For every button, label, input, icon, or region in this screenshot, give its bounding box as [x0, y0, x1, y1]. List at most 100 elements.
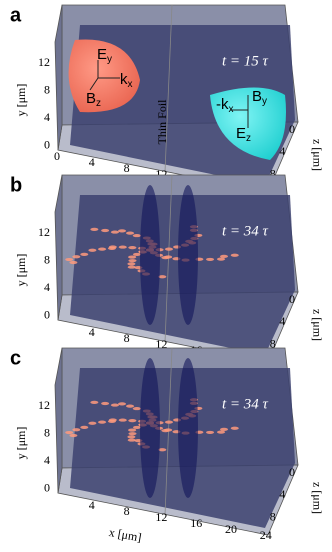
foil-label: Thin Foil [155, 99, 169, 145]
z-tick-label: 0 [289, 122, 295, 136]
electron-cluster [126, 404, 135, 408]
electron-cluster [161, 429, 170, 433]
y-tick-label: 0 [44, 480, 50, 494]
x-tick-label: 4 [89, 325, 95, 339]
y-tick-label: 12 [38, 55, 50, 69]
field-sub: x [128, 79, 133, 90]
electron-cluster [206, 430, 215, 435]
foil-field [178, 185, 198, 325]
electron-cluster [72, 428, 81, 432]
electron-cluster [128, 259, 137, 263]
electron-cluster [128, 432, 137, 436]
electron-cluster [88, 248, 97, 252]
box-side [54, 4, 63, 151]
pulse-left [68, 39, 140, 113]
electron-cluster [161, 256, 170, 260]
electron-cluster [69, 260, 78, 265]
z-tick-label: 0 [289, 292, 295, 306]
electron-cluster [158, 448, 167, 452]
y-tick-label: 0 [44, 307, 50, 321]
electron-cluster [217, 257, 226, 261]
z-tick-label: 8 [270, 510, 276, 524]
time-label: t = 15 τ [222, 53, 269, 69]
electron-cluster [220, 254, 229, 259]
z-tick-label: 8 [270, 167, 276, 181]
time-label: t = 34 τ [222, 223, 269, 239]
time-label: t = 34 τ [222, 396, 269, 412]
electron-cluster [164, 420, 173, 424]
foil-field [178, 358, 198, 498]
electron-cluster [127, 262, 136, 266]
field-sub: x [229, 104, 234, 115]
y-tick-label: 4 [44, 110, 50, 124]
electron-cluster [128, 419, 137, 423]
electron-cluster [164, 247, 173, 251]
electron-cluster [110, 403, 119, 407]
y-axis-title: y [μm] [14, 84, 28, 117]
electron-cluster [110, 230, 119, 234]
field-sub: y [107, 54, 112, 65]
field-axes [89, 60, 120, 91]
electron-cluster [230, 253, 239, 257]
foil-field [140, 185, 160, 325]
x-tick-label: 0 [54, 149, 60, 163]
x-tick-label: 12 [155, 510, 167, 524]
electron-cluster [158, 275, 167, 279]
electron-cluster [220, 427, 229, 432]
field-sub: z [246, 133, 251, 144]
x-tick-label: 8 [124, 331, 130, 345]
y-tick-label: 8 [44, 425, 50, 439]
y-tick-label: 8 [44, 82, 50, 96]
x-tick-label: 8 [124, 161, 130, 175]
electron-cluster [128, 428, 137, 432]
electron-cluster [133, 252, 142, 257]
electron-cluster [133, 425, 142, 430]
z-tick-label: 0 [289, 465, 295, 479]
y-axis-title: y [μm] [14, 427, 28, 460]
electron-cluster [72, 255, 81, 259]
panel-label: a [10, 4, 22, 26]
z-axis-title: z [μm] [310, 309, 324, 341]
electron-cluster [101, 228, 110, 233]
electron-cluster [98, 247, 107, 251]
electron-cluster [128, 246, 137, 250]
y-tick-label: 4 [44, 280, 50, 294]
electron-cluster [206, 257, 215, 262]
electron-cluster [80, 252, 89, 256]
x-tick-label: 20 [225, 522, 237, 536]
box-divider [164, 4, 173, 173]
z-axis-title: z [μm] [310, 482, 324, 514]
electron-cluster [108, 418, 117, 422]
panel-label: c [10, 347, 21, 369]
electron-cluster [101, 401, 110, 406]
x-tick-label: 4 [89, 155, 95, 169]
electron-cluster [80, 425, 89, 429]
electron-cluster [118, 245, 127, 249]
y-tick-label: 12 [38, 225, 50, 239]
electron-cluster [90, 227, 99, 231]
electron-cluster [90, 400, 99, 404]
x-tick-label: 8 [124, 504, 130, 518]
electron-cluster [88, 421, 97, 425]
electron-cluster [65, 257, 74, 262]
electron-cluster [127, 435, 136, 439]
foil-field [140, 358, 160, 498]
x-tick-label: 24 [260, 528, 272, 542]
z-tick-label: 4 [279, 314, 285, 328]
box-side [54, 174, 63, 321]
y-axis-title: y [μm] [14, 254, 28, 287]
electron-cluster [128, 255, 137, 259]
y-tick-label: 12 [38, 398, 50, 412]
field-axes [230, 95, 249, 128]
electron-cluster [217, 430, 226, 434]
z-tick-label: 4 [279, 144, 285, 158]
electron-cluster [118, 418, 127, 422]
panel-label: b [10, 174, 22, 196]
y-tick-label: 4 [44, 453, 50, 467]
electron-cluster [98, 420, 107, 424]
x-tick-label: 4 [89, 498, 95, 512]
